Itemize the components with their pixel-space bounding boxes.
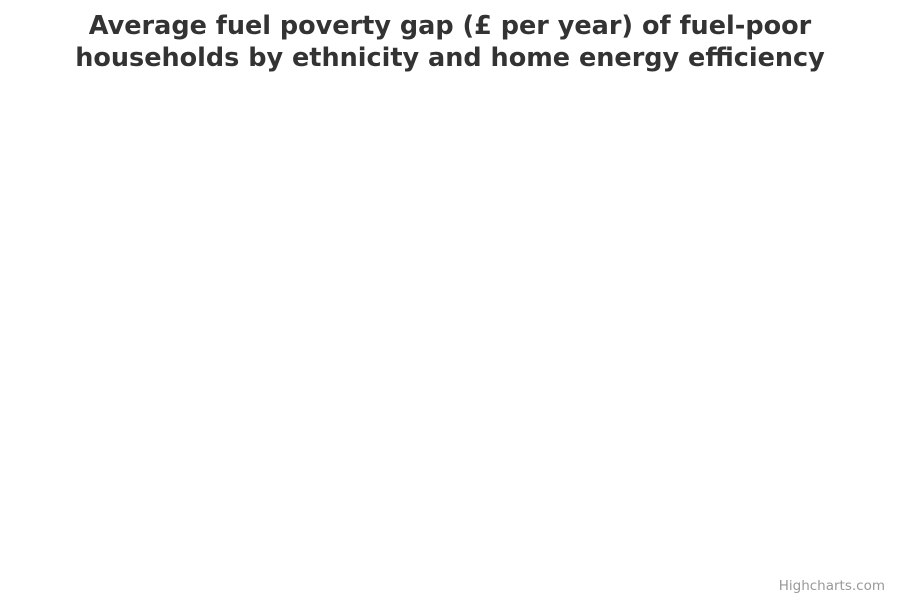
credits-link[interactable]: Highcharts.com — [778, 578, 885, 594]
plot-area — [0, 90, 900, 570]
chart-title-line-2: households by ethnicity and home energy … — [75, 43, 825, 73]
chart-title-line-1: Average fuel poverty gap (£ per year) of… — [88, 11, 812, 41]
chart-title: Average fuel poverty gap (£ per year) of… — [0, 10, 900, 74]
